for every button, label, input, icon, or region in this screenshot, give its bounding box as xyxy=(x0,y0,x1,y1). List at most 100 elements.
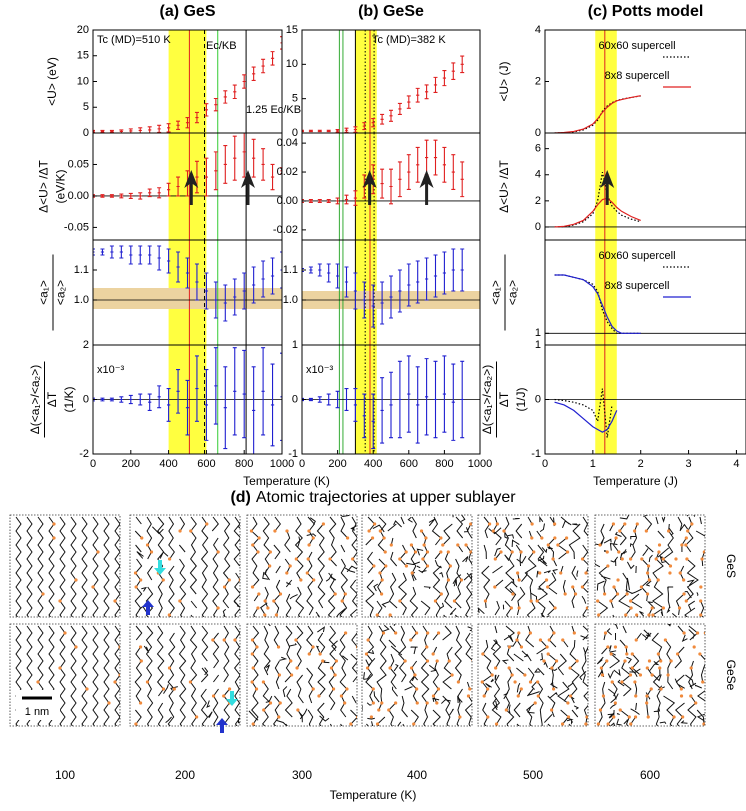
y-tick-label: 0 xyxy=(83,393,89,405)
error-bar xyxy=(424,358,429,436)
trajectory-dots xyxy=(250,631,357,726)
error-bar xyxy=(261,260,266,298)
y-axis-label: (eV/K) xyxy=(54,169,68,203)
x-tick-label: 1000 xyxy=(270,458,294,470)
y-axis-label: ΔT xyxy=(497,391,511,407)
trajectory-dots xyxy=(364,631,472,726)
trajectory-image xyxy=(15,625,120,726)
y-tick-label: 20 xyxy=(77,24,89,36)
error-bar xyxy=(451,154,456,190)
error-bar xyxy=(433,139,438,176)
y-tick-label: -0.02 xyxy=(273,224,298,236)
trajectory-lines xyxy=(478,515,588,617)
x-tick-label: 600 xyxy=(197,458,215,470)
highlight-band xyxy=(595,240,617,345)
error-bar xyxy=(380,168,385,199)
x-axis-label: Temperature (K) xyxy=(243,474,330,488)
error-bar xyxy=(353,388,358,422)
error-bar xyxy=(442,69,447,87)
error-bar xyxy=(442,355,447,433)
y-axis-label: Δ(<a₁>/<a₂>) xyxy=(480,365,494,434)
trajectory-lines xyxy=(481,625,588,726)
legend-label: 8x8 supercell xyxy=(605,70,670,82)
trajectory-dots xyxy=(596,631,705,726)
x-tick-label: 400 xyxy=(364,458,382,470)
error-bar xyxy=(204,272,209,310)
trajectory-lines xyxy=(365,515,472,617)
column-title: (c) Potts model xyxy=(588,3,704,20)
highlight-band xyxy=(595,30,617,133)
trajectory-title-text: Atomic trajectories at upper sublayer xyxy=(256,489,516,506)
error-bar xyxy=(397,161,402,198)
panel: 1 <a₁> <a₂> 60x60 supercell 8x8 supercell xyxy=(489,239,746,346)
error-bar xyxy=(166,248,171,274)
y-tick-label: 5 xyxy=(292,93,298,105)
annotation: x10⁻³ xyxy=(306,364,334,376)
error-bar xyxy=(344,266,349,298)
error-bar xyxy=(185,379,190,436)
error-bar xyxy=(353,190,358,206)
trajectory-image xyxy=(596,624,705,726)
y-tick-label: 0.02 xyxy=(277,166,298,178)
error-bar xyxy=(223,366,228,450)
error-bar xyxy=(344,388,349,411)
image-frame xyxy=(246,514,358,618)
x-tick-label: 400 xyxy=(159,458,177,470)
y-axis-label: (1/K) xyxy=(62,386,76,412)
error-bar xyxy=(242,133,247,178)
error-bar xyxy=(335,129,340,133)
error-bar xyxy=(185,257,190,289)
image-frame xyxy=(9,514,121,618)
error-bar xyxy=(415,260,420,304)
trajectory-lines xyxy=(134,625,240,726)
trajectory-image xyxy=(595,515,705,617)
scale-bar-label: 1 nm xyxy=(25,706,49,718)
error-bar xyxy=(204,157,209,197)
column-label: 200 xyxy=(175,768,195,782)
plot-area xyxy=(302,30,465,133)
y-tick-label: 2 xyxy=(83,339,89,351)
error-bar xyxy=(251,366,256,454)
trajectory-lines xyxy=(595,515,705,617)
trajectory-image xyxy=(365,515,472,617)
error-bar xyxy=(119,396,124,403)
y-axis-label: <a₂> xyxy=(506,280,520,305)
image-frame xyxy=(129,623,241,727)
error-bar xyxy=(166,182,171,197)
error-bar xyxy=(138,192,143,200)
y-tick-label: 0 xyxy=(535,221,541,233)
atom-arrow xyxy=(226,691,238,706)
error-bar xyxy=(317,198,322,203)
panel: 0 5 10 15 20 (a) GeS <U> (eV) Tc (MD)=510 K Ec/K… xyxy=(45,3,301,139)
error-bar xyxy=(326,263,331,283)
x-tick-label: 200 xyxy=(328,458,346,470)
error-bar xyxy=(176,368,181,414)
error-bar xyxy=(371,284,376,328)
y-tick-label: 10 xyxy=(286,58,298,70)
arrow xyxy=(600,170,615,205)
error-bar xyxy=(204,368,209,441)
error-bar xyxy=(389,109,393,122)
error-bar xyxy=(213,347,218,425)
panel: 1.0 1.1 xyxy=(283,239,481,346)
error-bar xyxy=(157,385,162,409)
error-bar xyxy=(138,393,143,406)
image-frame xyxy=(477,623,589,727)
series-line xyxy=(554,401,618,433)
error-bar xyxy=(138,245,143,265)
error-bar xyxy=(251,66,256,82)
image-frame xyxy=(594,514,706,618)
error-bar xyxy=(261,148,266,181)
error-bar xyxy=(223,284,228,322)
trajectory-lines xyxy=(15,516,120,617)
trajectory-lines xyxy=(248,624,357,726)
highlight-band xyxy=(168,30,207,133)
x-axis-label: Temperature (J) xyxy=(593,474,678,488)
y-tick-label: 2 xyxy=(535,195,541,207)
plot-area xyxy=(93,240,282,345)
arrow xyxy=(419,170,434,205)
error-bar xyxy=(270,363,275,447)
error-bar xyxy=(389,168,393,205)
y-axis-label: <U> (J) xyxy=(497,61,511,101)
y-tick-label: 0.00 xyxy=(277,195,298,207)
